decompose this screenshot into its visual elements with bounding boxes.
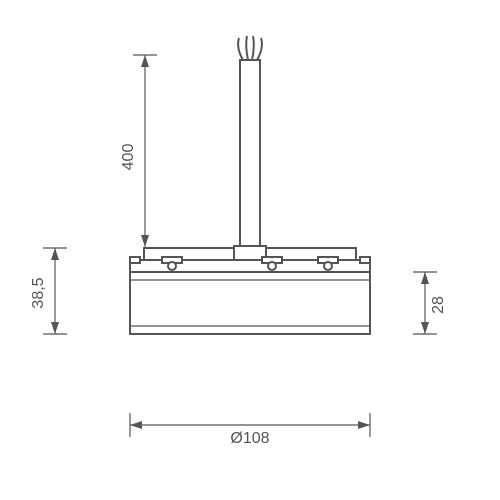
dimension-drawing: 400 38,5 28 Ø108 <box>0 0 500 500</box>
dim-diameter-label: Ø108 <box>230 430 269 447</box>
dim-cable-height: 400 <box>120 55 157 247</box>
dim-inner-height-label: 28 <box>430 296 447 314</box>
dim-body-height-label: 38,5 <box>30 277 47 308</box>
luminaire-body <box>130 36 370 334</box>
dim-body-height: 38,5 <box>30 248 67 334</box>
dim-cable-height-label: 400 <box>120 144 137 171</box>
dim-inner-height: 28 <box>413 272 447 334</box>
dim-diameter: Ø108 <box>130 413 370 447</box>
